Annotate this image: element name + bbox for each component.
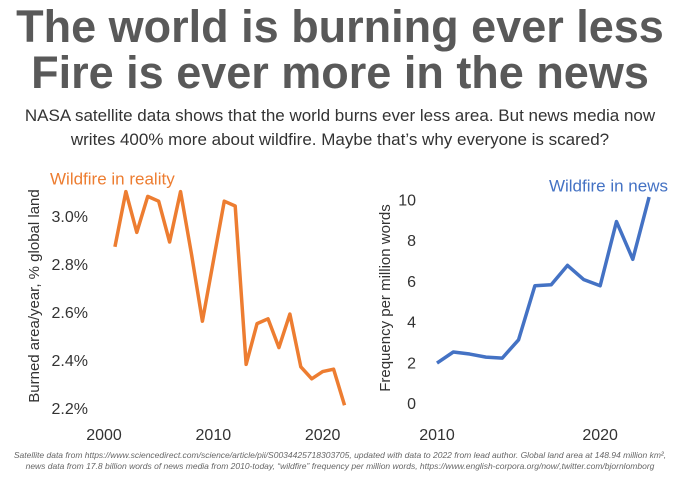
title-line: Fire is ever more in the news <box>31 47 649 98</box>
y-tick-label: 6 <box>407 274 416 291</box>
y-tick-label: 2 <box>407 355 416 372</box>
y-tick-label: 2.4% <box>52 353 88 370</box>
x-tick-label: 2010 <box>419 427 455 444</box>
series-label: Wildfire in news <box>549 176 668 195</box>
y-tick-label: 0 <box>407 396 416 413</box>
x-tick-label: 2020 <box>305 427 341 444</box>
x-tick-label: 2010 <box>196 427 232 444</box>
y-tick-label: 2.6% <box>52 305 88 322</box>
y-tick-label: 3.0% <box>52 209 88 226</box>
data-line <box>436 196 651 365</box>
y-tick-label: 2.2% <box>52 401 88 418</box>
series-label: Wildfire in reality <box>50 169 175 188</box>
y-tick-label: 10 <box>398 192 416 209</box>
y-axis-label: Burned area/year, % global land <box>26 189 43 402</box>
title-line: The world is burning ever less <box>16 1 664 52</box>
subtitle: NASA satellite data shows that the world… <box>24 106 656 149</box>
y-tick-label: 8 <box>407 233 416 250</box>
x-tick-label: 2020 <box>582 427 618 444</box>
source-note: Satellite data from https://www.scienced… <box>13 450 667 471</box>
y-tick-label: 2.8% <box>52 257 88 274</box>
y-tick-label: 4 <box>407 315 416 332</box>
data-line <box>113 189 347 406</box>
y-axis-label: Frequency per million words <box>377 204 394 392</box>
x-tick-label: 2000 <box>86 427 122 444</box>
